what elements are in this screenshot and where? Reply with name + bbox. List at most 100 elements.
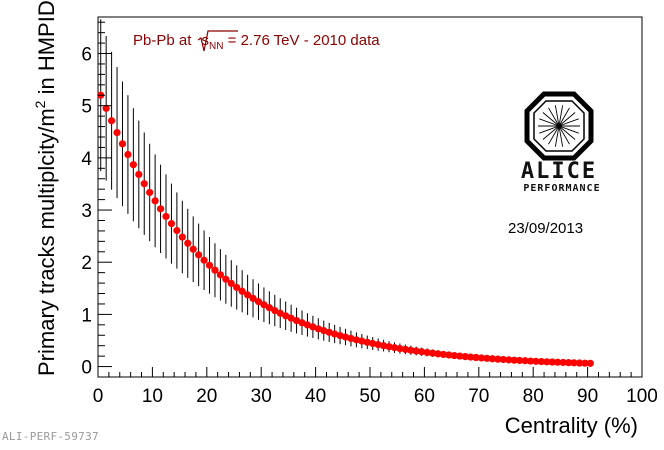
x-tick-label: 10 <box>142 386 163 407</box>
data-point <box>341 333 350 341</box>
data-point <box>102 104 110 112</box>
data-point <box>189 245 197 253</box>
data-point <box>477 354 486 362</box>
logo-ray <box>554 105 560 127</box>
data-point <box>559 358 567 367</box>
data-point <box>385 343 393 351</box>
figure-id: ALI-PERF-59737 <box>2 430 99 443</box>
data-point <box>309 323 317 331</box>
y-tick-label: 3 <box>81 201 92 222</box>
x-tick-label: 0 <box>93 386 104 407</box>
sqrt-symbol <box>197 30 238 52</box>
y-tick-label: 4 <box>81 149 92 170</box>
data-point <box>124 150 132 159</box>
x-tick-label: 50 <box>359 386 380 407</box>
x-tick-label: 40 <box>305 386 326 407</box>
data-point <box>570 359 578 367</box>
data-point <box>363 338 371 346</box>
axis-ticks <box>97 21 643 378</box>
data-point <box>450 351 458 360</box>
data-point <box>195 251 203 259</box>
energy-sub: NN <box>209 41 223 52</box>
data-point <box>173 226 181 235</box>
logo-ray <box>558 125 564 147</box>
data-point <box>151 197 159 205</box>
data-point <box>265 304 273 312</box>
data-point <box>516 356 524 365</box>
data-point <box>129 161 137 169</box>
data-point <box>358 337 366 345</box>
logo-ray <box>539 125 560 134</box>
data-point <box>254 298 263 306</box>
y-tick-label: 5 <box>81 97 92 118</box>
y-tick-label: 0 <box>81 358 92 379</box>
data-point <box>526 357 535 365</box>
data-point <box>581 359 589 367</box>
data-point <box>472 353 480 362</box>
data-point <box>140 180 148 188</box>
data-point <box>260 301 268 309</box>
logo-ray <box>558 125 579 134</box>
data-point <box>108 117 116 125</box>
alice-logo: ALICE PERFORMANCE <box>521 91 600 194</box>
data-point <box>292 316 301 325</box>
logo-ray <box>542 125 560 140</box>
data-point <box>401 345 409 354</box>
data-point <box>445 351 453 359</box>
y-axis-title-main: Primary tracks multiplcity/m <box>34 108 59 376</box>
data-point <box>238 287 246 295</box>
x-tick-label: 70 <box>468 386 489 407</box>
data-point <box>298 319 306 327</box>
data-point <box>499 355 507 364</box>
data-point <box>461 352 469 361</box>
data-markers <box>97 91 594 367</box>
logo-ray <box>548 107 560 127</box>
data-point <box>548 358 556 366</box>
data-point <box>575 359 584 367</box>
logo-octagon-inner <box>533 100 585 152</box>
logo-ray <box>558 105 564 127</box>
data-point <box>423 348 431 357</box>
data-point <box>467 353 475 361</box>
x-tick-label: 60 <box>414 386 435 407</box>
y-tick-label: 1 <box>81 305 92 326</box>
y-tick-label: 2 <box>81 253 92 274</box>
data-point <box>505 356 513 364</box>
data-point <box>407 346 415 354</box>
data-point <box>287 314 295 322</box>
data-point <box>282 312 290 320</box>
data-point <box>439 350 448 359</box>
data-point <box>494 355 502 363</box>
data-point <box>543 358 551 366</box>
data-point <box>532 357 540 365</box>
data-point <box>369 339 377 348</box>
data-point <box>374 341 382 349</box>
x-tick-label: 100 <box>626 386 658 407</box>
logo-ray <box>554 125 560 147</box>
data-point <box>390 344 399 352</box>
data-point <box>336 331 344 340</box>
logo-ray <box>558 112 576 127</box>
x-axis-title: Centrality (%) <box>505 413 638 438</box>
data-point <box>200 256 208 264</box>
data-point <box>428 349 437 357</box>
data-point <box>488 355 496 363</box>
data-point <box>331 330 339 338</box>
logo-alice-text: ALICE <box>521 159 597 184</box>
x-tick-label: 30 <box>251 386 272 407</box>
x-tick-label: 80 <box>523 386 544 407</box>
data-point <box>554 358 562 366</box>
logo-ray <box>558 107 570 127</box>
data-point <box>418 348 426 356</box>
data-point <box>244 291 252 299</box>
data-point <box>320 327 328 335</box>
logo-ray <box>558 125 570 145</box>
data-point <box>135 170 143 179</box>
logo-ray <box>539 118 560 127</box>
data-point <box>276 309 284 317</box>
data-point <box>586 359 594 367</box>
data-point <box>456 352 464 360</box>
logo-octagon-outer <box>524 91 594 161</box>
data-point <box>249 294 257 302</box>
